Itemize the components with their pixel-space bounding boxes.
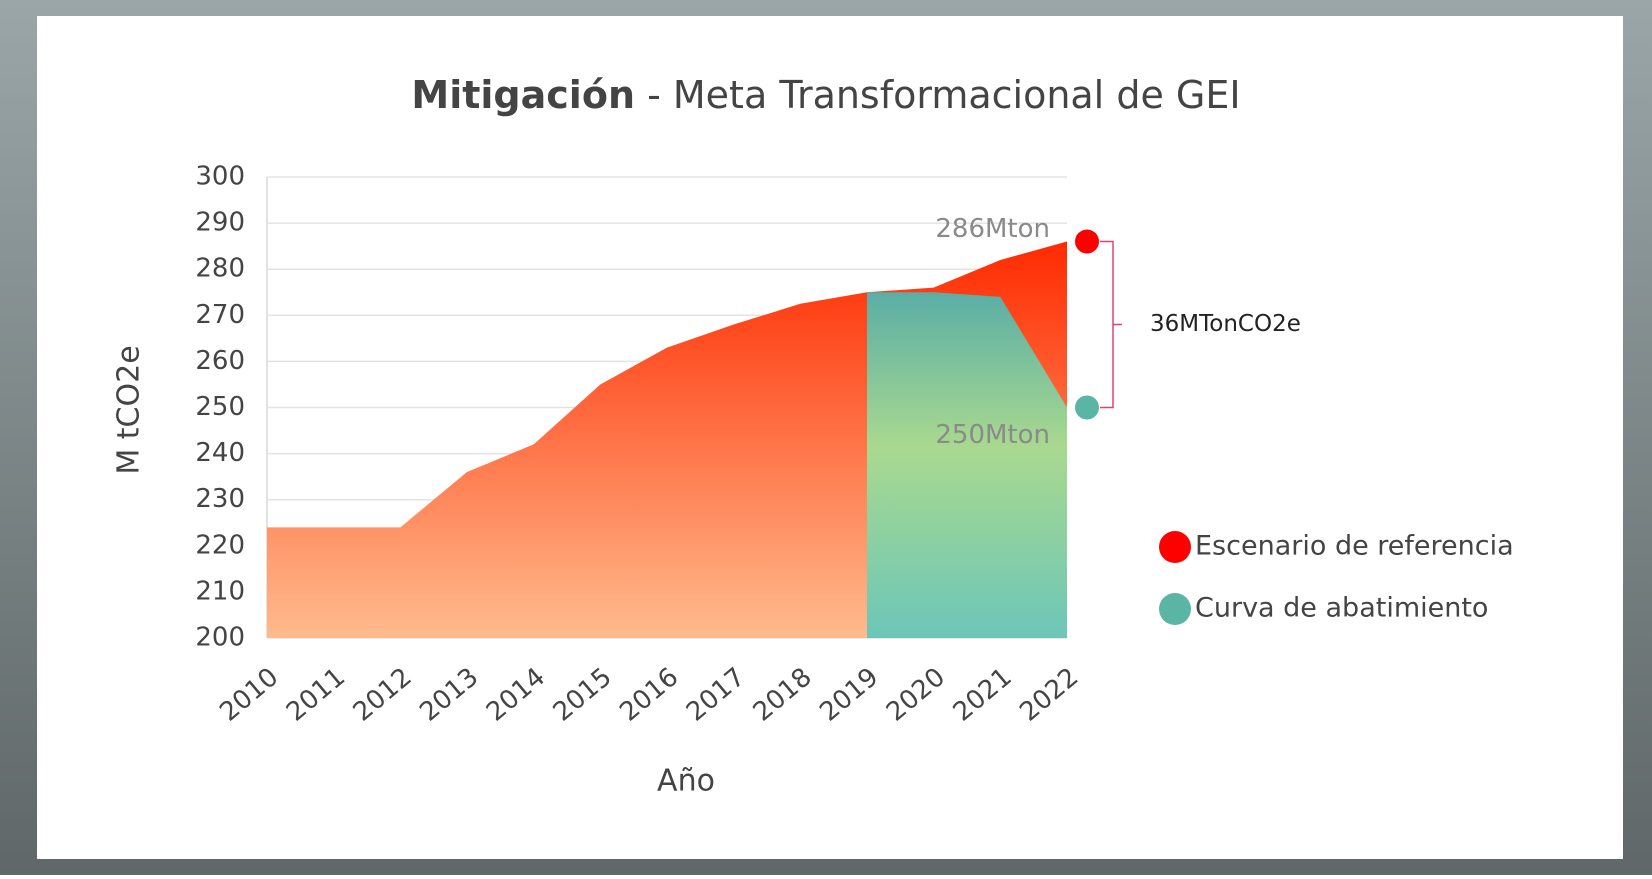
- end-marker: [1075, 395, 1099, 420]
- x-axis-label: Año: [657, 764, 715, 799]
- legend-swatch: [1159, 531, 1191, 563]
- y-tick-label: 260: [195, 346, 245, 376]
- legend-label: Curva de abatimiento: [1195, 593, 1488, 624]
- annotation: 36MTonCO2e: [1150, 311, 1301, 337]
- legend-label: Escenario de referencia: [1195, 531, 1514, 562]
- y-tick-label: 250: [195, 392, 245, 422]
- bracket: [1100, 240, 1122, 409]
- annotation: 286Mton: [935, 214, 1050, 244]
- chart-title: Mitigación - Meta Transformacional de GE…: [411, 73, 1240, 117]
- legend-swatch: [1159, 593, 1191, 625]
- end-marker: [1075, 229, 1099, 254]
- y-tick-label: 240: [195, 438, 245, 468]
- title-rest: - Meta Transformacional de GEI: [647, 73, 1240, 117]
- y-tick-label: 210: [195, 576, 245, 606]
- y-tick-label: 230: [195, 484, 245, 514]
- y-tick-label: 280: [195, 254, 245, 284]
- y-axis-label: M tCO2e: [112, 345, 147, 474]
- area: [867, 292, 1067, 638]
- annotation: 250Mton: [935, 420, 1050, 450]
- y-tick-label: 220: [195, 530, 245, 560]
- y-tick-label: 300: [195, 162, 245, 192]
- y-tick-label: 270: [195, 300, 245, 330]
- y-tick-label: 200: [195, 623, 245, 653]
- y-tick-label: 290: [195, 208, 245, 238]
- plot: 2002102202302402502602702802903002010201…: [195, 162, 1513, 728]
- title-emphasis: Mitigación: [411, 73, 635, 117]
